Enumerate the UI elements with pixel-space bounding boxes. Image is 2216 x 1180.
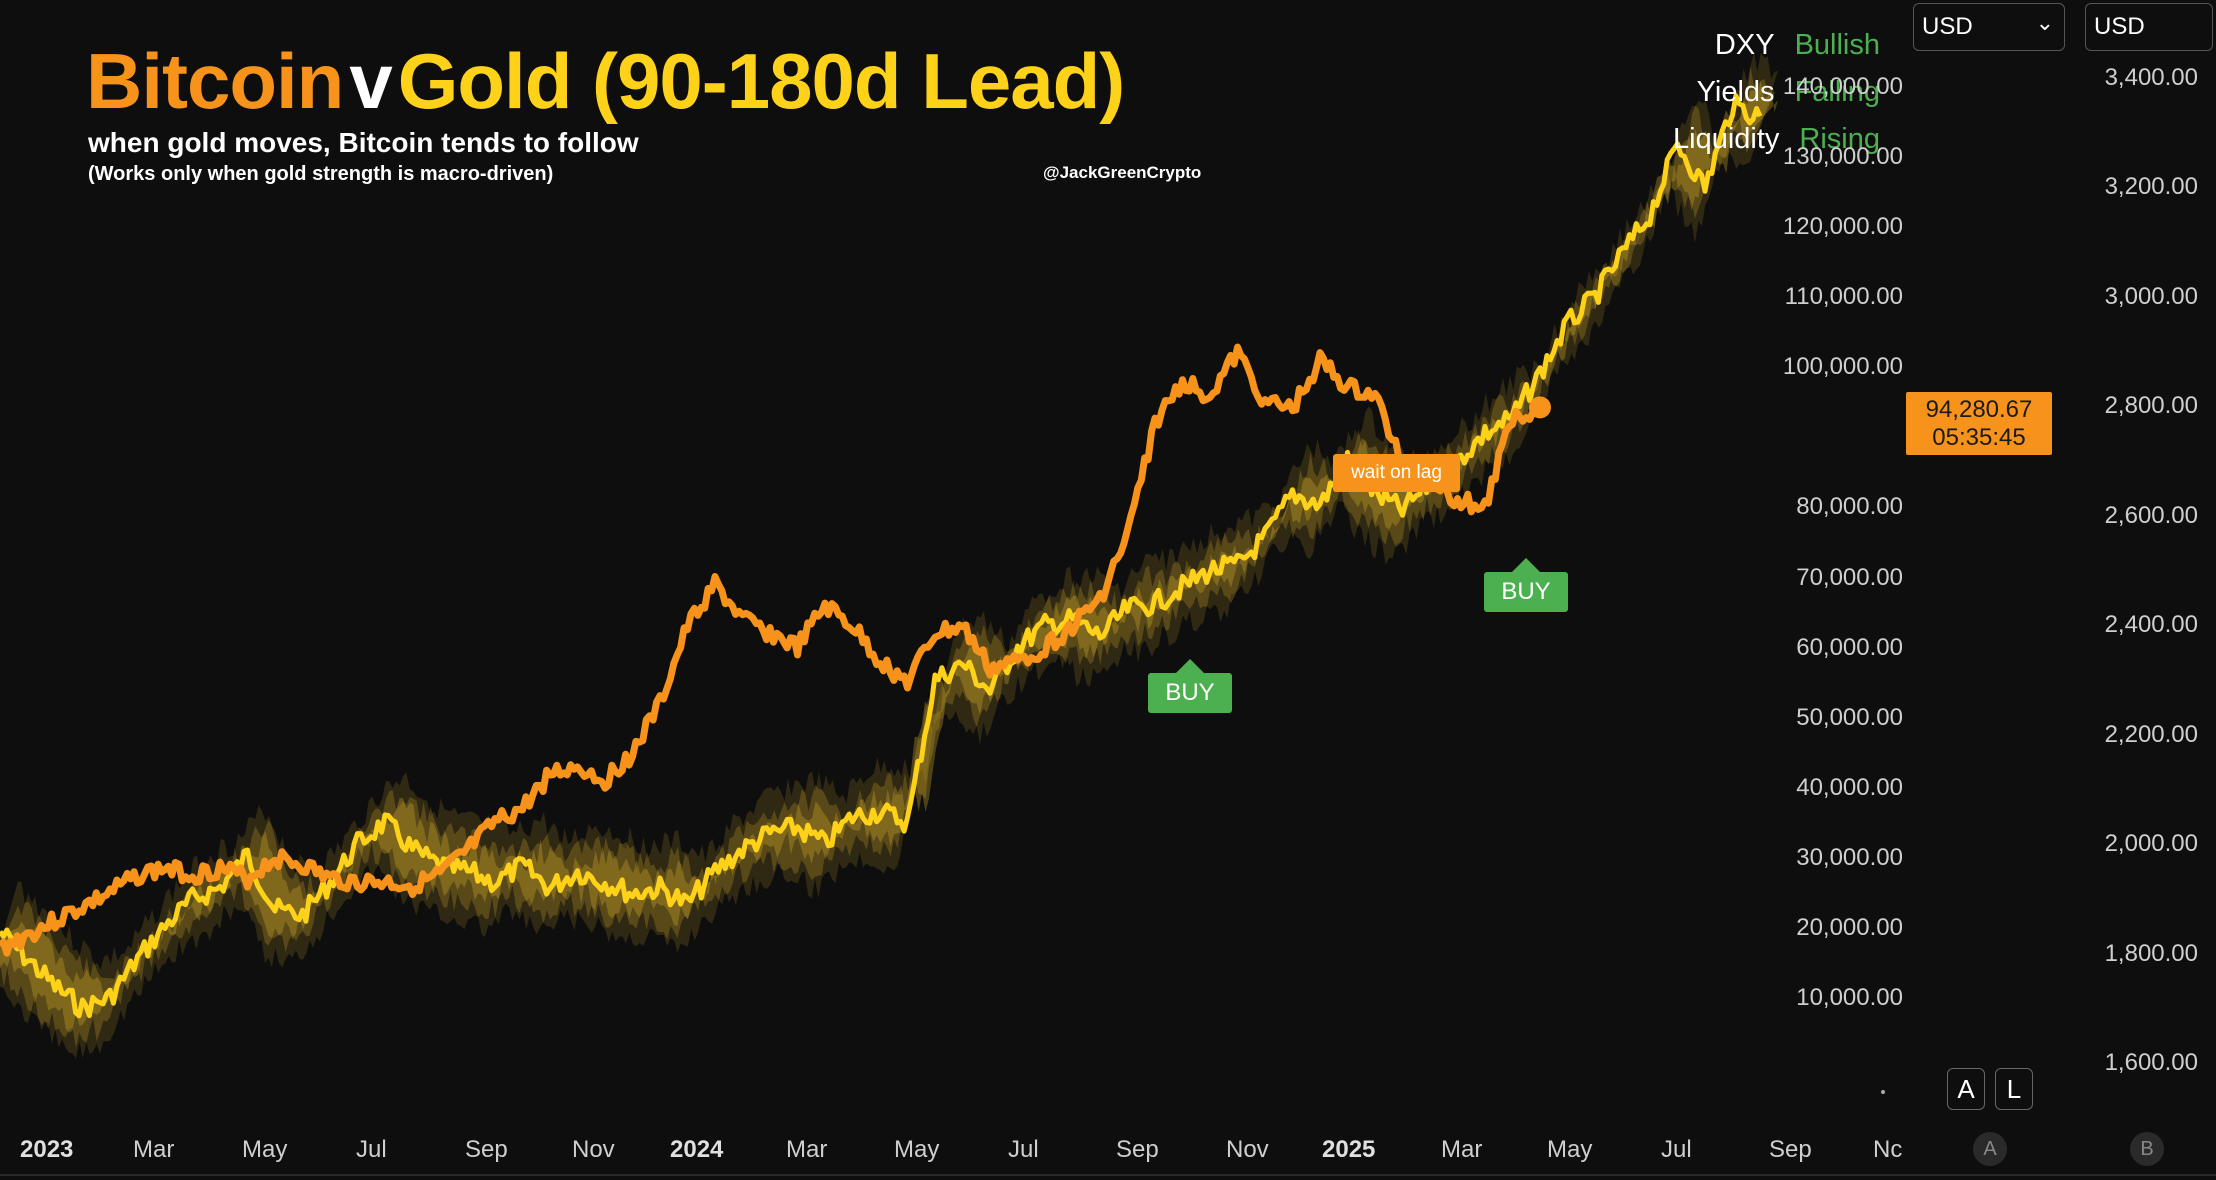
chart-note: (Works only when gold strength is macro-…	[88, 163, 554, 185]
log-scale-button[interactable]: L	[1995, 1068, 2033, 1110]
right-axis-tick: 3,400.00	[2104, 64, 2198, 91]
time-axis-tick: Jul	[1661, 1136, 1692, 1163]
right-axis-tick: 2,800.00	[2104, 392, 2198, 420]
left-axis-tick: 10,000.00	[1796, 984, 1903, 1011]
wait-on-lag-label: wait on lag	[1333, 454, 1460, 492]
right-currency-select[interactable]: USD	[2085, 3, 2213, 51]
time-axis-tick: May	[242, 1136, 288, 1163]
time-axis-tick: Nov	[1226, 1136, 1269, 1163]
left-currency-select[interactable]: USD ⌄	[1913, 3, 2065, 51]
macro-row-liquidity: Liquidity Rising	[1640, 116, 1880, 163]
macro-value: Bullish	[1794, 29, 1880, 61]
right-axis-tick: 1,800.00	[2104, 939, 2198, 967]
time-axis-tick: Nc	[1873, 1136, 1903, 1163]
macro-label: Yields	[1696, 76, 1775, 108]
time-axis-tick: Sep	[465, 1136, 508, 1163]
auto-scale-button[interactable]: A	[1947, 1068, 1985, 1110]
bitcoin-line	[0, 343, 1543, 957]
macro-row-dxy: DXY Bullish	[1640, 22, 1880, 69]
indicator-dot	[1881, 1090, 1885, 1094]
left-axis-tick: 130,000.00	[1782, 143, 1903, 171]
right-axis-tick: 3,200.00	[2104, 173, 2198, 201]
time-axis-tick: Nov	[572, 1136, 615, 1163]
right-axis-tick: 2,000.00	[2104, 830, 2198, 858]
time-axis-tick: 2023	[20, 1136, 74, 1163]
time-axis-tick: Sep	[1769, 1136, 1812, 1163]
left-axis-tick: 40,000.00	[1796, 773, 1903, 801]
gold-line	[0, 93, 1763, 1019]
left-axis-tick: 30,000.00	[1796, 843, 1903, 871]
time-axis-tick: Sep	[1116, 1136, 1159, 1163]
time-axis-tick: 2025	[1322, 1136, 1376, 1163]
time-axis-tick: Mar	[133, 1136, 175, 1163]
macro-value: Falling	[1794, 76, 1880, 108]
title-bitcoin: Bitcoin	[86, 37, 344, 125]
chart-title: BitcoinvGold (90-180d Lead)	[86, 42, 1125, 120]
buy-signal-label: BUY	[1484, 558, 1568, 612]
scale-b-button[interactable]: B	[2130, 1132, 2164, 1166]
macro-label: Liquidity	[1673, 123, 1780, 155]
left-axis-tick: 50,000.00	[1796, 703, 1903, 731]
bitcoin-last-point	[1529, 396, 1551, 419]
left-axis-tick: 110,000.00	[1784, 283, 1903, 311]
axis-divider	[0, 1174, 2216, 1176]
right-axis-tick: 3,000.00	[2104, 282, 2198, 310]
currency-label: USD	[1922, 13, 1973, 40]
buy-signal-label: BUY	[1148, 659, 1232, 713]
title-v: v	[349, 37, 392, 125]
macro-legend: DXY Bullish Yields Falling Liquidity Ris…	[1640, 22, 1880, 163]
macro-label: DXY	[1714, 29, 1775, 61]
time-axis-tick: May	[894, 1136, 940, 1163]
time-axis-tick: Mar	[1441, 1136, 1483, 1163]
title-gold: Gold (90-180d Lead)	[397, 37, 1125, 125]
left-axis-tick: 20,000.00	[1796, 913, 1903, 941]
right-axis-tick: 2,600.00	[2104, 501, 2198, 529]
current-price-tag: 94,280.67 05:35:45	[1906, 392, 2052, 455]
time-axis-tick: Mar	[786, 1136, 828, 1163]
chart-subtitle: when gold moves, Bitcoin tends to follow	[88, 127, 639, 158]
right-axis-tick: 2,400.00	[2104, 611, 2198, 639]
gold-band-layer	[0, 66, 1778, 1048]
time-axis-tick: Jul	[356, 1136, 387, 1163]
time-axis-tick: May	[1547, 1136, 1593, 1163]
right-axis-tick: 2,200.00	[2104, 720, 2198, 748]
left-axis-tick: 140,000.00	[1782, 73, 1903, 100]
gold-band-layer	[0, 80, 1778, 1033]
macro-value: Rising	[1799, 123, 1880, 155]
gold-band-layer	[0, 52, 1778, 1059]
current-price: 94,280.67	[1925, 396, 2033, 423]
bitcoin-series	[0, 343, 1551, 957]
time-axis-tick: 2024	[670, 1136, 724, 1163]
time-axis-tick: Jul	[1008, 1136, 1039, 1163]
currency-label: USD	[2094, 13, 2145, 40]
macro-row-yields: Yields Falling	[1640, 69, 1880, 116]
right-axis-tick: 1,600.00	[2104, 1049, 2198, 1076]
left-axis-tick: 80,000.00	[1796, 493, 1903, 521]
gold-volatility-band	[0, 52, 1778, 1059]
left-axis-tick: 100,000.00	[1782, 353, 1903, 381]
author-handle: @JackGreenCrypto	[1043, 163, 1202, 182]
bar-countdown: 05:35:45	[1932, 424, 2026, 451]
gold-series	[0, 93, 1763, 1019]
chevron-down-icon: ⌄	[2035, 10, 2054, 35]
left-axis-tick: 60,000.00	[1796, 633, 1903, 661]
left-axis-tick: 70,000.00	[1796, 563, 1903, 591]
scale-a-button[interactable]: A	[1973, 1132, 2007, 1166]
left-axis-tick: 120,000.00	[1782, 213, 1903, 241]
